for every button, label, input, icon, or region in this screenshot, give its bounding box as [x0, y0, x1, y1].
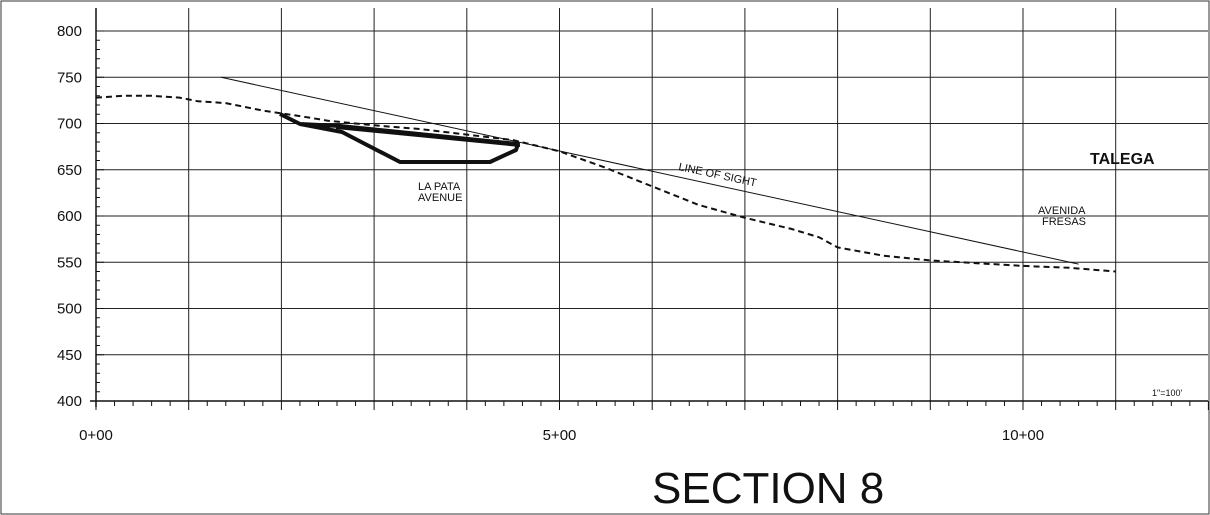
y-tick-label: 800: [57, 23, 82, 40]
axes: [90, 8, 1209, 410]
x-tick-label: 0+00: [79, 427, 113, 444]
y-tick-label: 400: [57, 393, 82, 410]
y-tick-label: 700: [57, 116, 82, 133]
grid: [96, 8, 1208, 401]
y-tick-label: 750: [57, 69, 82, 86]
y-tick-label: 650: [57, 162, 82, 179]
annotation-la-pata: LA PATA: [418, 181, 461, 193]
x-tick-labels: 0+00 5+00 10+00: [79, 427, 1044, 444]
y-tick-label: 600: [57, 208, 82, 225]
annotation-fresas: FRESAS: [1042, 216, 1086, 228]
y-tick-labels: 400 450 500 550 600 650 700 750 800: [57, 23, 82, 410]
ground-profile-line: [95, 94, 1116, 273]
y-tick-label: 450: [57, 347, 82, 364]
x-tick-label: 5+00: [543, 427, 577, 444]
annotation-avenida: AVENIDA: [1038, 205, 1086, 217]
series: [95, 76, 1116, 273]
x-tick-label: 10+00: [1002, 427, 1044, 444]
annotation-avenue: AVENUE: [418, 192, 462, 204]
la-pata-structure: [279, 112, 521, 164]
scale-note: 1"=100': [1152, 388, 1182, 398]
chart-title: SECTION 8: [652, 464, 884, 513]
annotation-talega: TALEGA: [1090, 151, 1155, 168]
y-tick-label: 550: [57, 254, 82, 271]
line-of-sight: [220, 76, 1079, 265]
y-tick-label: 500: [57, 301, 82, 318]
